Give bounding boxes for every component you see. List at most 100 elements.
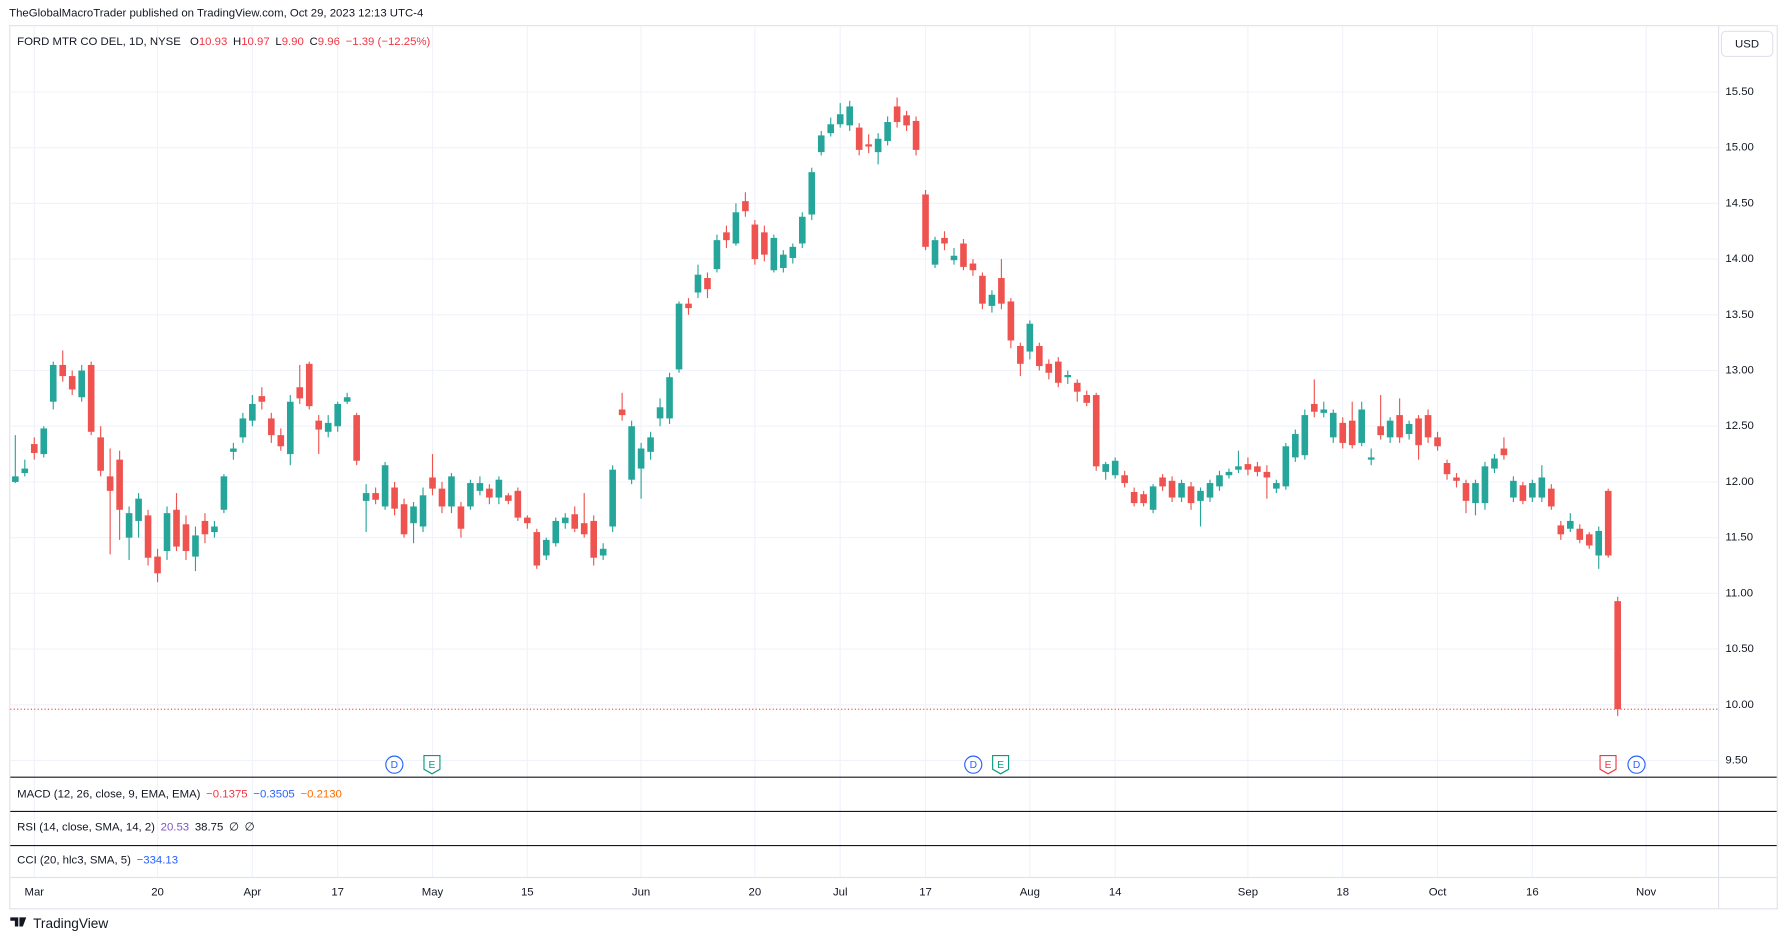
candle-body <box>798 216 806 244</box>
indicator-value: 38.75 <box>195 821 223 833</box>
candle-body <box>817 135 825 153</box>
candle-body <box>1481 466 1489 504</box>
candle-body <box>912 120 920 150</box>
candle-body <box>1377 426 1384 436</box>
symbol: FORD MTR CO DEL, 1D, NYSE <box>17 36 181 48</box>
candle-body <box>495 479 503 498</box>
candle-body <box>1500 448 1508 456</box>
candle-body <box>1254 466 1261 472</box>
ohlc-value: 9.96 <box>318 36 340 48</box>
x-tick-label: 16 <box>1526 886 1539 898</box>
candle-body <box>21 468 29 474</box>
candle-body <box>419 495 427 527</box>
y-tick-label: 15.00 <box>1725 142 1753 154</box>
candle-body <box>836 114 844 125</box>
candle-body <box>305 363 313 407</box>
candle-body <box>277 435 285 447</box>
candle-body <box>808 172 816 215</box>
candle-body <box>1235 466 1242 470</box>
brand-name: TradingView <box>33 916 108 931</box>
candle-body <box>1348 420 1356 446</box>
x-tick-label: 15 <box>521 886 534 898</box>
x-tick-label: Nov <box>1636 886 1657 898</box>
candle-body <box>362 493 370 501</box>
event-marker: E <box>992 754 1010 775</box>
candle-body <box>571 514 579 529</box>
candle-body <box>1329 412 1337 438</box>
candle-body <box>1187 486 1195 504</box>
candle-body <box>931 240 939 265</box>
candle-body <box>609 469 616 527</box>
candle-body <box>1566 520 1574 529</box>
candle-body <box>116 459 123 510</box>
candle-body <box>1491 458 1498 469</box>
indicator-legend: RSI (14, close, SMA, 14, 2) 20.53 38.75 ∅ ∅ <box>17 821 254 833</box>
event-badge <box>385 755 404 774</box>
candle-body <box>524 517 531 524</box>
candle-body <box>192 535 199 557</box>
candle-body <box>1415 418 1422 446</box>
candle-body <box>324 422 332 432</box>
candle-body <box>998 278 1005 304</box>
event-label: D <box>391 760 398 771</box>
candle-body <box>40 428 48 455</box>
candle-body <box>182 524 190 552</box>
y-tick-label: 15.50 <box>1725 86 1753 98</box>
candle-body <box>220 476 228 510</box>
indicator-value: −0.1375 <box>206 788 247 800</box>
candle-body <box>1102 464 1109 472</box>
candle-body <box>1453 477 1460 481</box>
candle-body <box>1244 464 1252 470</box>
candle-body <box>12 476 19 482</box>
candle-body <box>1320 409 1328 413</box>
candle-body <box>173 509 180 547</box>
y-tick-label: 10.00 <box>1725 699 1753 711</box>
candle-body <box>1510 480 1517 498</box>
event-badge <box>1599 754 1617 775</box>
event-marker: D <box>964 755 983 774</box>
event-badge <box>964 755 983 774</box>
y-tick-label: 14.50 <box>1725 197 1753 209</box>
candle-body <box>315 420 323 430</box>
candle-body <box>514 490 522 518</box>
event-marker: D <box>385 755 404 774</box>
candle-body <box>343 397 351 402</box>
candles <box>12 97 1622 716</box>
candle-body <box>400 504 408 535</box>
y-tick-label: 11.50 <box>1725 532 1753 544</box>
candle-body <box>874 138 882 153</box>
event-label: E <box>1605 760 1612 771</box>
candle-body <box>391 487 398 509</box>
candle-body <box>1292 434 1299 458</box>
indicator-name: CCI (20, hlc3, SMA, 5) <box>17 854 131 866</box>
event-badge <box>992 754 1010 775</box>
event-marker: E <box>423 754 441 775</box>
candle-body <box>154 556 161 574</box>
grid <box>10 26 1719 878</box>
candle-body <box>68 376 76 390</box>
publish-note: TheGlobalMacroTrader published on Tradin… <box>9 8 423 20</box>
overlay: 9.50 10.00 10.50 11.00 11.50 12.00 12.50 13.00 1… <box>10 25 1777 909</box>
candle-body <box>1358 409 1366 443</box>
candle-body <box>1519 485 1527 501</box>
candle-body <box>1604 490 1612 556</box>
candle-body <box>334 403 341 427</box>
candle-body <box>49 364 57 402</box>
candle-body <box>1614 601 1622 710</box>
candle-body <box>201 520 209 535</box>
candle-body <box>144 515 152 558</box>
candle-body <box>448 476 455 507</box>
currency-button[interactable] <box>1720 30 1774 57</box>
indicator-value: −334.13 <box>137 854 178 866</box>
candle-body <box>770 237 778 271</box>
currency-label[interactable]: USD <box>1735 38 1759 50</box>
candle-body <box>988 294 996 306</box>
candle-body <box>865 144 872 147</box>
candle-body <box>685 303 692 309</box>
candle-body <box>580 523 588 535</box>
x-tick-label: 14 <box>1109 886 1122 898</box>
y-tick-label: 14.00 <box>1725 253 1753 265</box>
candle-body <box>1007 301 1015 341</box>
candle-body <box>1263 471 1271 478</box>
